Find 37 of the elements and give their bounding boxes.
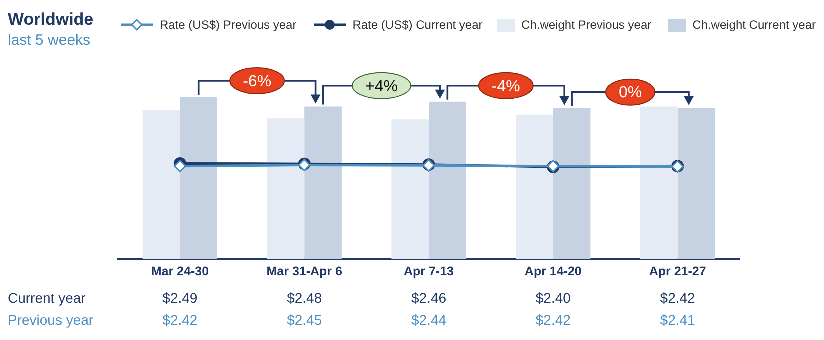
data-label: $2.40 [536, 290, 572, 306]
chart-subtitle: last 5 weeks [8, 32, 92, 49]
data-label: $2.42 [162, 312, 198, 328]
annotation: 0% [618, 84, 642, 102]
legend-label: Rate (US$) Current year [352, 18, 483, 32]
chart-title: Worldwide [8, 10, 94, 30]
bar [678, 108, 716, 259]
bar [640, 106, 678, 259]
legend-label: Ch.weight Current year [692, 18, 816, 32]
data-label: $2.45 [287, 312, 322, 328]
bar [392, 120, 429, 259]
data-label: $2.42 [536, 312, 572, 328]
x-tick-label: Mar 24-30 [151, 264, 210, 278]
data-label: $2.41 [660, 312, 696, 328]
data-label: $2.49 [162, 290, 198, 306]
data-label: $2.42 [660, 290, 696, 306]
bar [142, 110, 180, 259]
legend-label: Rate (US$) Previous year [160, 18, 297, 32]
text: Previous year [8, 312, 94, 328]
text: -6% [243, 73, 272, 90]
bar [429, 102, 466, 259]
x-tick-label: Apr 14-20 [524, 264, 582, 278]
bar [267, 118, 305, 259]
data-label: $2.48 [287, 290, 322, 306]
x-tick-label: Apr 7-13 [404, 264, 454, 278]
legend-label: Ch.weight Previous year [522, 18, 652, 32]
bar [304, 106, 342, 259]
bar [516, 114, 554, 259]
data-label: $2.46 [411, 290, 447, 306]
text: Current year [8, 290, 86, 306]
text: -4% [492, 78, 520, 96]
data-label: $2.44 [411, 312, 447, 328]
text: +4% [365, 78, 398, 96]
bar [553, 108, 591, 259]
x-tick-label: Mar 31-Apr 6 [266, 264, 342, 278]
x-tick-label: Apr 21-27 [649, 264, 706, 278]
bar [180, 97, 218, 259]
